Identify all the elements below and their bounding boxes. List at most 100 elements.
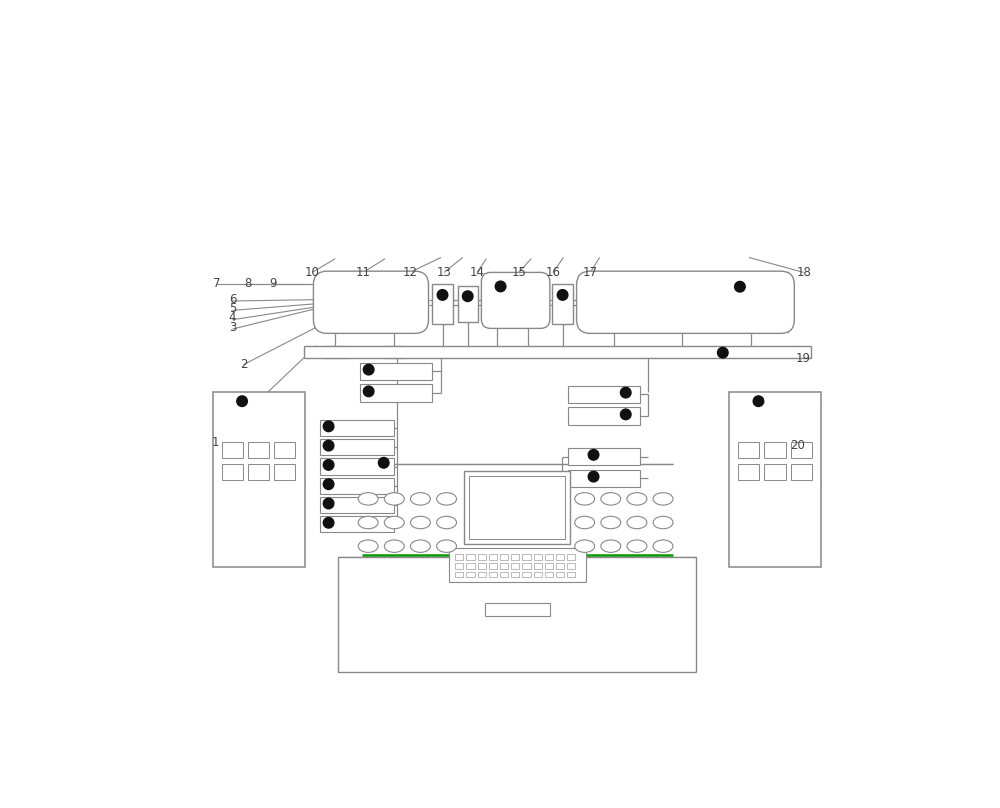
Bar — [567, 572, 575, 577]
FancyBboxPatch shape — [313, 271, 429, 334]
Bar — [534, 554, 542, 560]
Circle shape — [323, 421, 334, 431]
Ellipse shape — [437, 516, 457, 528]
Bar — [274, 464, 295, 480]
Ellipse shape — [358, 493, 378, 505]
Bar — [500, 572, 508, 577]
Ellipse shape — [437, 493, 457, 505]
Circle shape — [363, 386, 374, 397]
Bar — [478, 554, 486, 560]
Bar — [791, 442, 812, 458]
Text: 16: 16 — [545, 266, 560, 279]
Bar — [320, 420, 394, 436]
Bar — [738, 442, 759, 458]
Bar — [458, 286, 478, 322]
Bar — [511, 572, 519, 577]
Bar — [522, 563, 531, 569]
Text: 19: 19 — [796, 351, 811, 364]
Bar — [338, 558, 696, 672]
Circle shape — [462, 291, 473, 301]
Bar — [455, 554, 463, 560]
Ellipse shape — [358, 540, 378, 553]
Circle shape — [323, 479, 334, 490]
Bar — [556, 572, 564, 577]
Ellipse shape — [575, 493, 595, 505]
Bar — [320, 516, 394, 532]
Bar — [567, 554, 575, 560]
Bar — [213, 393, 305, 566]
Ellipse shape — [627, 493, 647, 505]
Text: 2: 2 — [240, 358, 247, 371]
Ellipse shape — [410, 493, 430, 505]
Bar — [449, 548, 586, 583]
Text: 14: 14 — [470, 266, 485, 279]
Ellipse shape — [358, 516, 378, 528]
Circle shape — [620, 409, 631, 419]
Bar — [464, 471, 570, 545]
Text: 4: 4 — [229, 311, 236, 324]
Ellipse shape — [627, 540, 647, 553]
Bar — [248, 442, 269, 458]
Bar — [568, 448, 640, 465]
Ellipse shape — [384, 493, 404, 505]
Circle shape — [437, 289, 448, 301]
Ellipse shape — [410, 540, 430, 553]
Bar — [545, 563, 553, 569]
Ellipse shape — [601, 540, 621, 553]
Bar — [489, 554, 497, 560]
Bar — [545, 554, 553, 560]
Circle shape — [753, 396, 764, 406]
Text: 1: 1 — [211, 436, 219, 448]
Bar — [222, 442, 243, 458]
Ellipse shape — [384, 516, 404, 528]
Bar — [556, 554, 564, 560]
Ellipse shape — [601, 516, 621, 528]
Bar — [320, 458, 394, 474]
Bar — [738, 464, 759, 480]
Bar — [360, 385, 432, 402]
Ellipse shape — [437, 540, 457, 553]
Bar — [500, 563, 508, 569]
Ellipse shape — [653, 493, 673, 505]
Bar — [568, 469, 640, 487]
Text: 9: 9 — [269, 277, 277, 290]
Bar — [500, 554, 508, 560]
Bar — [556, 563, 564, 569]
Text: 17: 17 — [583, 266, 598, 279]
Bar — [729, 393, 821, 566]
Text: 6: 6 — [229, 292, 236, 305]
Text: 7: 7 — [213, 277, 221, 290]
Bar — [222, 464, 243, 480]
Circle shape — [718, 347, 728, 358]
Ellipse shape — [575, 540, 595, 553]
Bar — [568, 407, 640, 425]
Circle shape — [588, 449, 599, 460]
Bar — [320, 497, 394, 513]
Bar — [455, 572, 463, 577]
Circle shape — [735, 281, 745, 292]
Circle shape — [620, 387, 631, 398]
Ellipse shape — [627, 516, 647, 528]
Bar — [534, 572, 542, 577]
FancyBboxPatch shape — [577, 271, 794, 334]
Bar — [485, 603, 550, 617]
Circle shape — [237, 396, 247, 406]
Bar — [466, 572, 475, 577]
Circle shape — [557, 289, 568, 301]
Bar — [360, 363, 432, 380]
Ellipse shape — [384, 540, 404, 553]
Bar — [534, 563, 542, 569]
Bar — [304, 346, 811, 358]
Bar — [455, 563, 463, 569]
Text: 8: 8 — [244, 277, 252, 290]
Bar — [567, 563, 575, 569]
Ellipse shape — [410, 516, 430, 528]
Ellipse shape — [575, 516, 595, 528]
Bar — [478, 563, 486, 569]
Bar — [320, 478, 394, 494]
Bar — [511, 563, 519, 569]
Text: 3: 3 — [229, 321, 236, 334]
Circle shape — [323, 440, 334, 451]
Circle shape — [378, 457, 389, 468]
Bar — [469, 476, 565, 539]
